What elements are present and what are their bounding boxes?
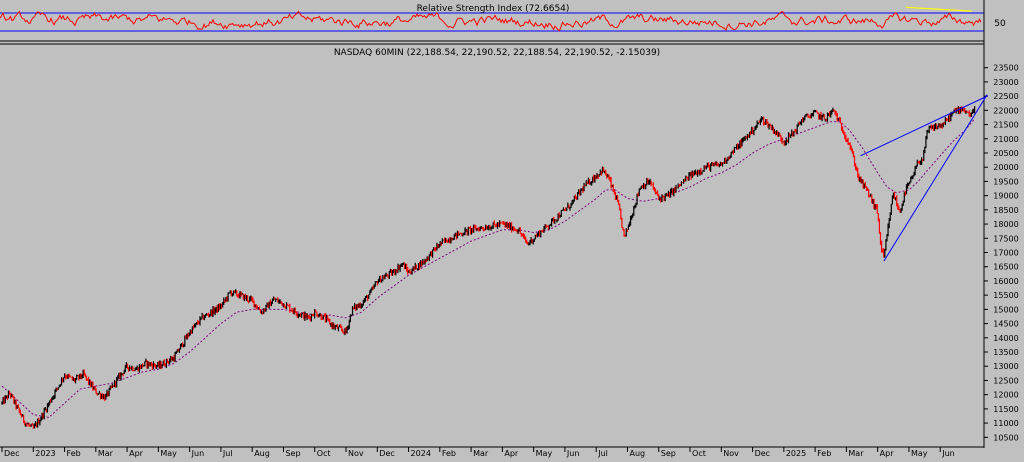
y-axis: 10500 11000 11500 12000 12500 13000 13500 14000… [984, 64, 1019, 442]
x-tick-label: Dec [755, 449, 770, 458]
x-tick-label: Feb [67, 449, 81, 458]
price-bars [1, 105, 976, 429]
y-tick-label: 13000 [993, 362, 1018, 371]
y-tick-label: 19000 [993, 192, 1018, 201]
x-tick-label: 2024 [411, 449, 431, 458]
trendline-lower [883, 94, 988, 262]
x-tick-label: Nov [723, 449, 739, 458]
rsi-trendline [905, 6, 972, 12]
x-tick-label: Feb [817, 449, 831, 458]
x-tick-label: Oct [692, 449, 706, 458]
trendlines [860, 94, 988, 262]
y-tick-label: 17500 [993, 234, 1018, 243]
y-tick-label: 22500 [993, 92, 1018, 101]
x-tick-label: May [911, 449, 928, 458]
y-tick-label: 22000 [993, 106, 1018, 115]
y-tick-label: 23000 [993, 78, 1018, 87]
y-tick-label: 19500 [993, 177, 1018, 186]
x-tick-label: Jul [597, 449, 608, 458]
y-tick-label: 16500 [993, 263, 1018, 272]
x-tick-label: Apr [504, 449, 519, 458]
x-tick-label: Mar [848, 449, 864, 458]
x-tick-label: Sep [661, 449, 676, 458]
x-tick-label: Nov [348, 449, 364, 458]
moving-average-line [1, 118, 975, 418]
x-tick-label: Jun [941, 449, 955, 458]
y-tick-label: 16000 [993, 277, 1018, 286]
y-tick-label: 18500 [993, 206, 1018, 215]
x-tick-label: Aug [629, 449, 645, 458]
y-tick-label: 14500 [993, 320, 1018, 329]
x-tick-label: Apr [129, 449, 144, 458]
x-tick-label: Apr [880, 449, 895, 458]
y-tick-label: 21000 [993, 135, 1018, 144]
trendline-upper [860, 95, 988, 157]
x-tick-label: Mar [98, 449, 114, 458]
x-tick-label: Sep [285, 449, 300, 458]
y-tick-label: 20500 [993, 149, 1018, 158]
x-tick-label: Jul [222, 449, 233, 458]
y-tick-label: 23500 [993, 64, 1018, 73]
y-tick-label: 12500 [993, 376, 1018, 385]
x-tick-label: Dec [379, 449, 394, 458]
x-tick-label: Aug [254, 449, 270, 458]
rsi-panel: Relative Strength Index (72.6654) 50 [0, 4, 1006, 42]
y-tick-label: 21500 [993, 121, 1018, 130]
rsi-level-label: 50 [994, 19, 1006, 29]
y-tick-label: 10500 [993, 433, 1018, 442]
x-tick-label: 2025 [786, 449, 806, 458]
rsi-line [0, 10, 982, 32]
y-tick-label: 12000 [993, 391, 1018, 400]
price-title: NASDAQ 60MIN (22,188.54, 22,190.52, 22,1… [334, 48, 660, 58]
x-tick-label: Jun [566, 449, 580, 458]
y-tick-label: 20000 [993, 163, 1018, 172]
x-tick-label: 2023 [35, 449, 55, 458]
x-tick-label: Feb [442, 449, 456, 458]
x-tick-label: Jun [191, 449, 205, 458]
x-tick-label: May [536, 449, 553, 458]
y-tick-label: 14000 [993, 334, 1018, 343]
rsi-title: Relative Strength Index (72.6654) [417, 4, 570, 14]
y-tick-label: 17000 [993, 249, 1018, 258]
y-tick-label: 11000 [993, 419, 1018, 428]
y-tick-label: 15000 [993, 305, 1018, 314]
y-tick-label: 15500 [993, 291, 1018, 300]
x-tick-label: Dec [4, 449, 19, 458]
x-axis: Dec 2023 Feb Mar Apr May Jun Jul Aug Sep Oct Nov Dec… [1, 447, 955, 458]
y-tick-label: 13500 [993, 348, 1018, 357]
x-tick-label: May [160, 449, 177, 458]
y-tick-label: 18000 [993, 220, 1018, 229]
x-tick-label: Mar [473, 449, 489, 458]
x-tick-label: Oct [317, 449, 331, 458]
y-tick-label: 11500 [993, 405, 1018, 414]
